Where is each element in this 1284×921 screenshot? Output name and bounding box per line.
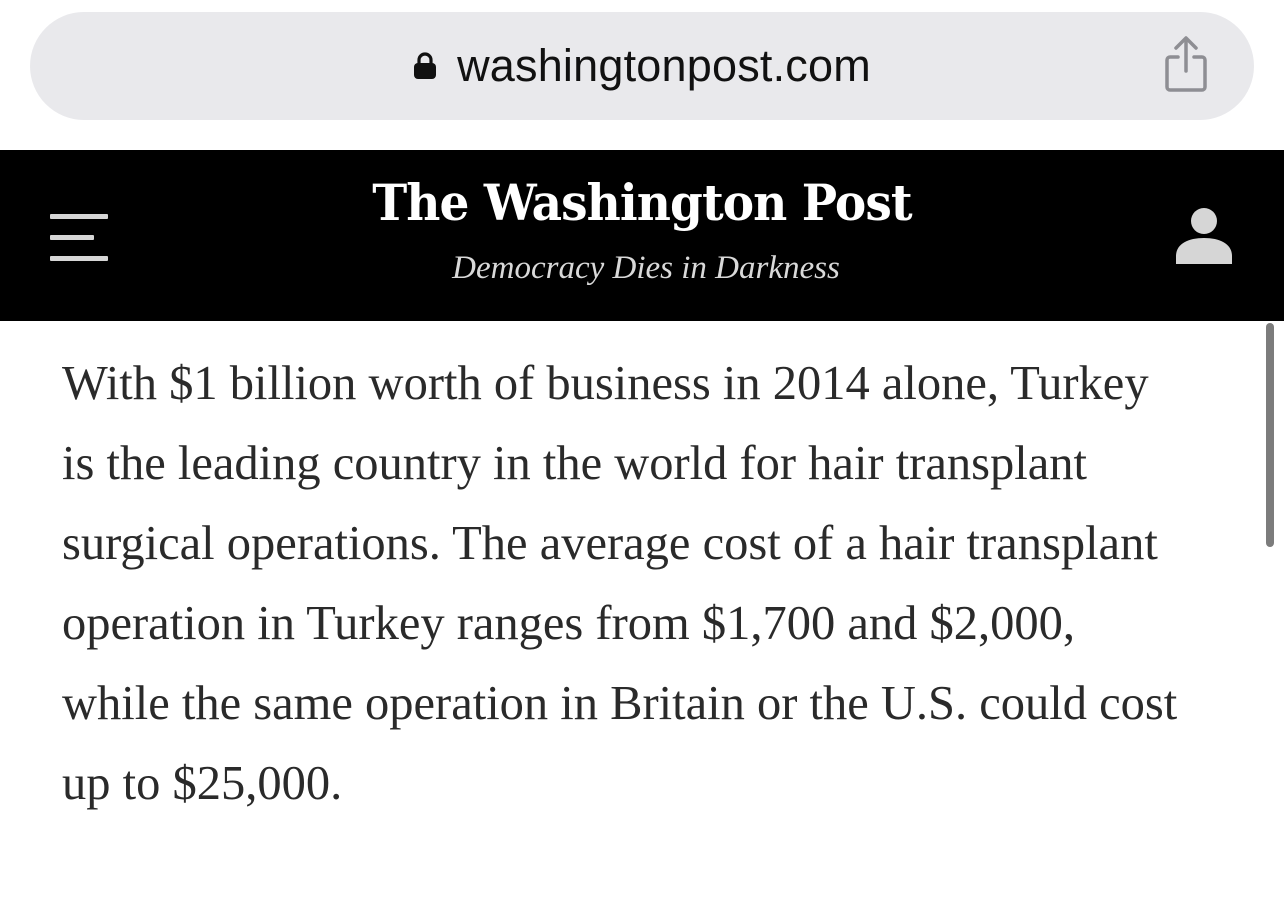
brand-block: The Washington Post Democracy Dies in Da… (0, 166, 1284, 288)
address-center: washingtonpost.com (30, 12, 1254, 120)
menu-button[interactable] (50, 214, 110, 262)
browser-toolbar: washingtonpost.com (0, 0, 1284, 150)
article-paragraph: With $1 billion worth of business in 201… (62, 357, 1178, 810)
article-body: With $1 billion worth of business in 201… (62, 344, 1182, 824)
share-button[interactable] (1162, 34, 1210, 98)
lock-icon (413, 48, 457, 85)
user-account-icon (1174, 208, 1234, 270)
masthead-logo[interactable]: The Washington Post (372, 173, 912, 232)
account-button[interactable] (1174, 206, 1234, 266)
address-bar[interactable]: washingtonpost.com (30, 12, 1254, 120)
url-text[interactable]: washingtonpost.com (457, 40, 871, 91)
scrollbar-thumb[interactable] (1266, 323, 1274, 547)
site-header: The Washington Post Democracy Dies in Da… (0, 150, 1284, 321)
share-icon (1164, 35, 1208, 98)
tagline: Democracy Dies in Darkness (452, 250, 840, 286)
